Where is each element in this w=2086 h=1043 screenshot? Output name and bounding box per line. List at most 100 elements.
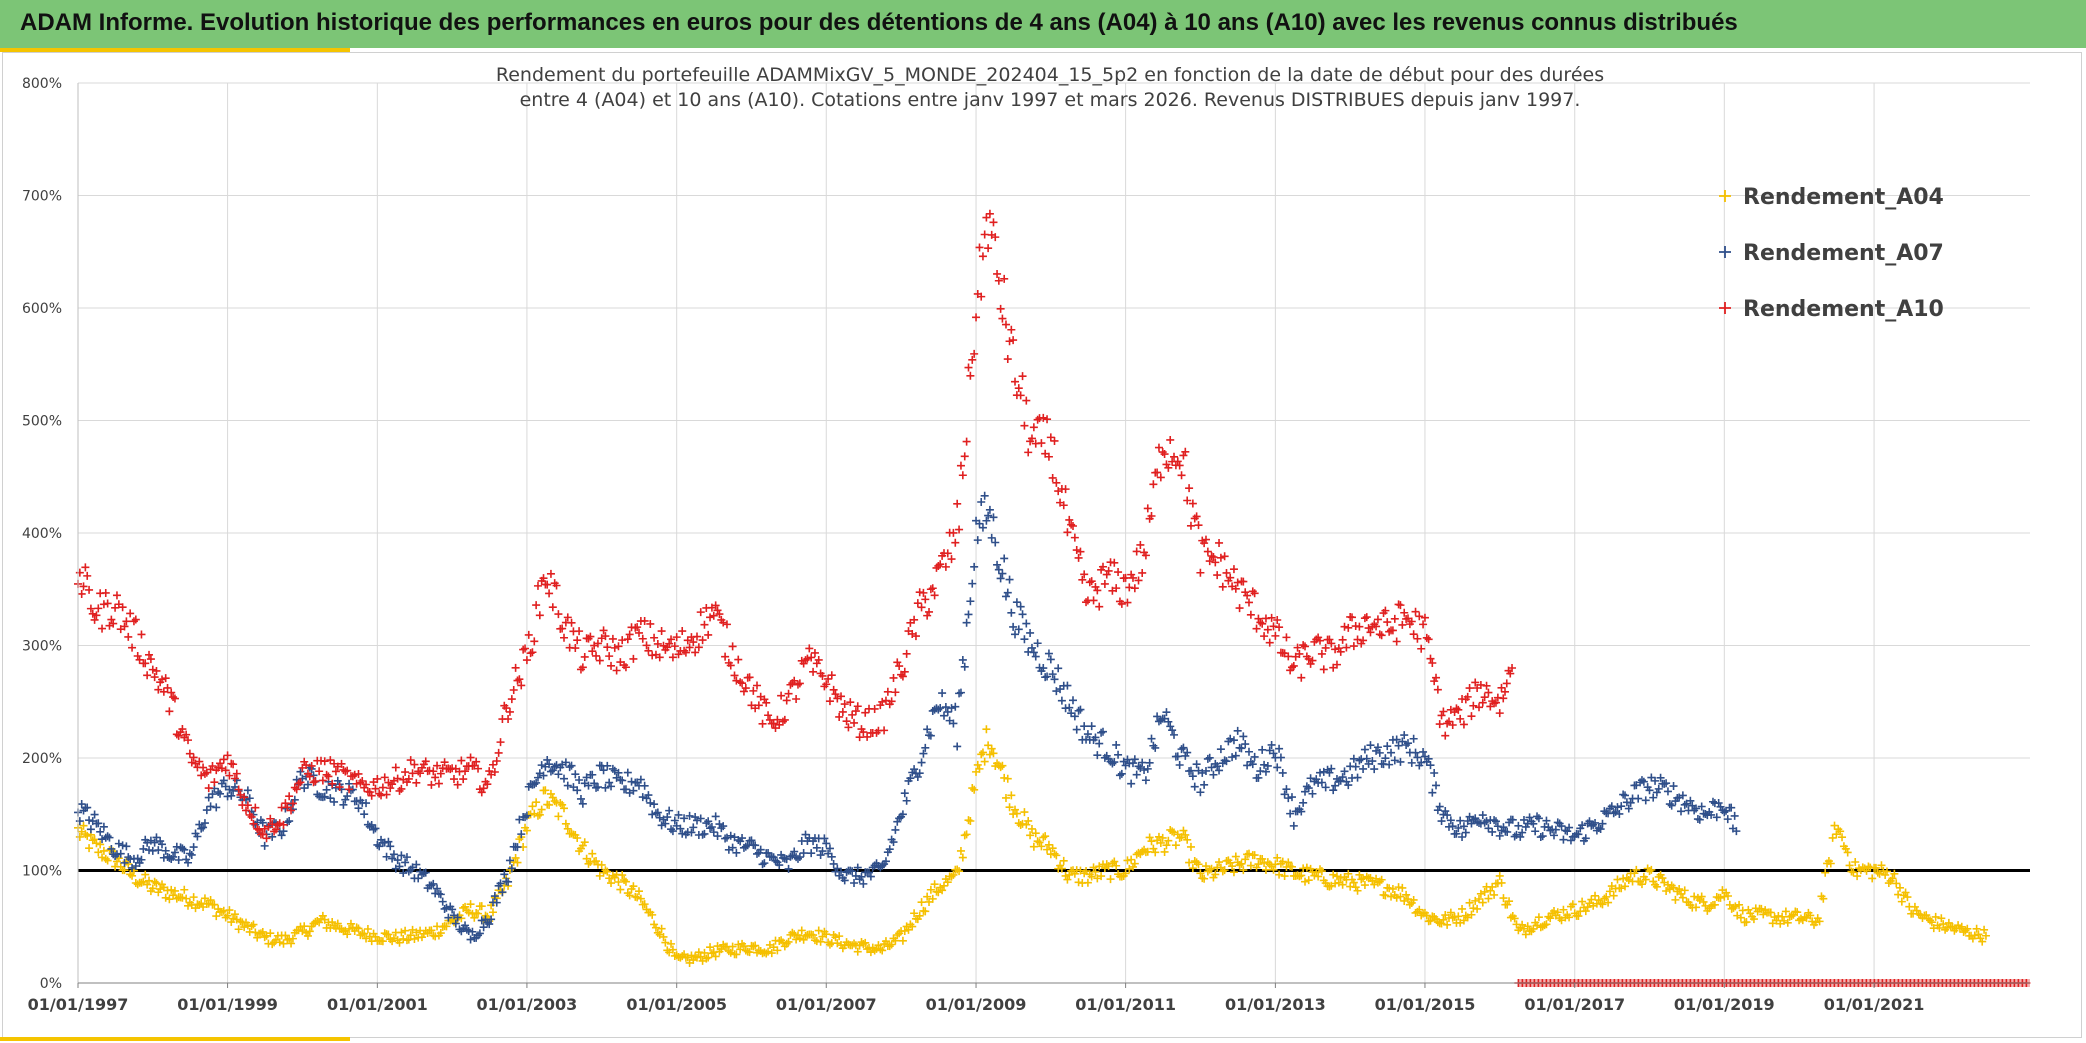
point (128, 643, 137, 652)
point (268, 940, 277, 949)
point (1183, 748, 1192, 757)
point (951, 702, 960, 711)
point (1578, 897, 1587, 906)
point (1443, 920, 1452, 929)
point (576, 794, 585, 803)
point (913, 773, 922, 782)
point (636, 894, 645, 903)
point (1432, 781, 1441, 790)
point (601, 866, 610, 875)
point (1287, 862, 1296, 871)
point (1645, 867, 1654, 876)
point (977, 498, 986, 507)
point (1237, 859, 1246, 868)
point (1821, 868, 1830, 877)
point (1246, 861, 1255, 870)
point (560, 774, 569, 783)
point (1598, 900, 1607, 909)
point (1362, 754, 1371, 763)
point (822, 680, 831, 689)
point (603, 761, 612, 770)
point (1362, 872, 1371, 881)
point (1194, 860, 1203, 869)
point (453, 913, 462, 922)
point (1050, 436, 1059, 445)
point (1963, 924, 1972, 933)
point (816, 937, 825, 946)
point (1033, 415, 1042, 424)
point (410, 934, 419, 943)
point (271, 825, 280, 834)
point (206, 802, 215, 811)
point (438, 897, 447, 906)
point (1742, 918, 1751, 927)
point (807, 653, 816, 662)
point (1596, 825, 1605, 834)
point (994, 565, 1003, 574)
point (326, 794, 335, 803)
point (1426, 761, 1435, 770)
point (692, 953, 701, 962)
point (1215, 538, 1224, 547)
point (1087, 722, 1096, 731)
point (371, 824, 380, 833)
point (1121, 869, 1130, 878)
point (972, 313, 981, 322)
point (578, 799, 587, 808)
point (889, 838, 898, 847)
point (1044, 649, 1053, 658)
point (548, 766, 557, 775)
point (1216, 553, 1225, 562)
point (219, 755, 228, 764)
point (968, 784, 977, 793)
point (384, 837, 393, 846)
point (1308, 789, 1317, 798)
point (1426, 916, 1435, 925)
point (1203, 754, 1212, 763)
point (1419, 620, 1428, 629)
point (1209, 770, 1218, 779)
point (225, 771, 234, 780)
point (1130, 859, 1139, 868)
point (472, 757, 481, 766)
point (608, 764, 617, 773)
point (715, 610, 724, 619)
point (607, 879, 616, 888)
point (270, 827, 279, 836)
point (775, 861, 784, 870)
point (1609, 891, 1618, 900)
point (926, 731, 935, 740)
point (621, 785, 630, 794)
point (1503, 828, 1512, 837)
point (1521, 930, 1530, 939)
point (519, 645, 528, 654)
point (917, 898, 926, 907)
point (1095, 739, 1104, 748)
point (1173, 752, 1182, 761)
point (968, 355, 977, 364)
point (878, 946, 887, 955)
point (1396, 601, 1405, 610)
point (842, 868, 851, 877)
point (1016, 391, 1025, 400)
point (623, 635, 632, 644)
point (672, 633, 681, 642)
point (221, 766, 230, 775)
point (722, 620, 731, 629)
point (863, 732, 872, 741)
point (848, 867, 857, 876)
point (1299, 641, 1308, 650)
point (1154, 832, 1163, 841)
point (1437, 817, 1446, 826)
point (545, 589, 554, 598)
point (1009, 336, 1018, 345)
point (1134, 848, 1143, 857)
point (311, 776, 320, 785)
point (1269, 622, 1278, 631)
point (1574, 912, 1583, 921)
point (1220, 866, 1229, 875)
point (1710, 900, 1719, 909)
point (391, 763, 400, 772)
point (1613, 803, 1622, 812)
point (1260, 760, 1269, 769)
